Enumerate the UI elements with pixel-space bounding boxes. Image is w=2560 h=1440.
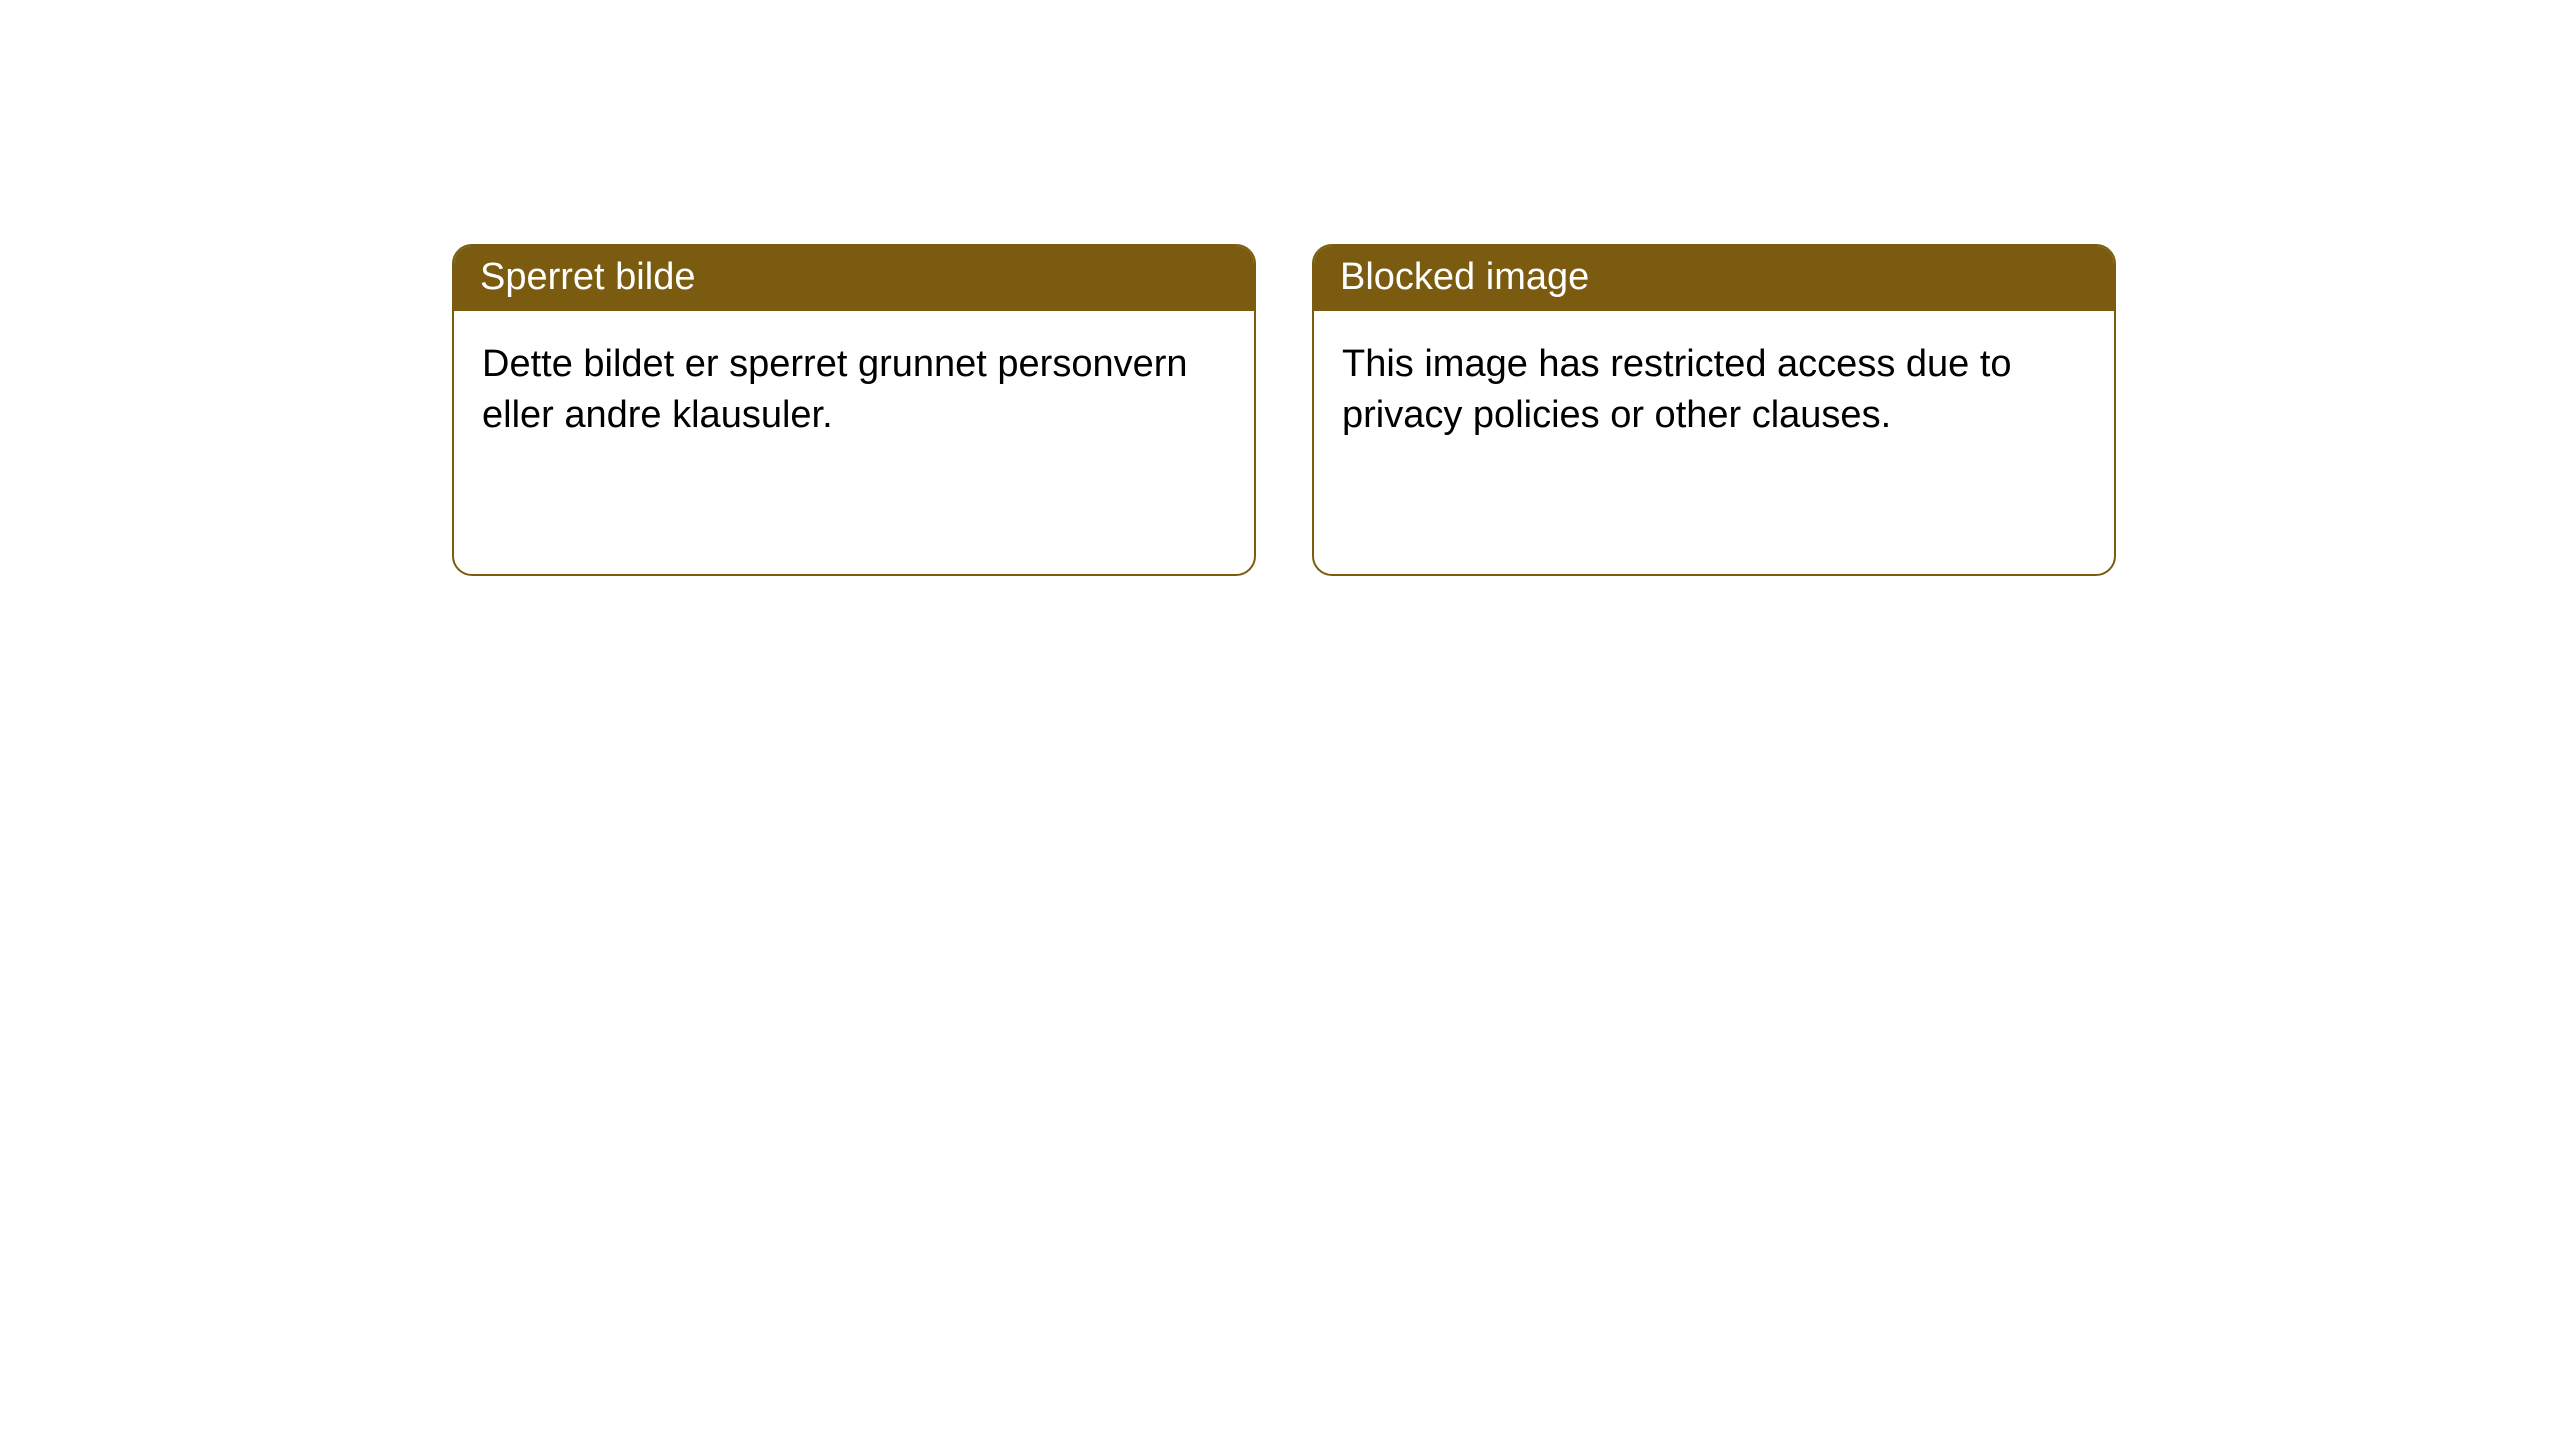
notice-body-en: This image has restricted access due to … <box>1314 311 2114 470</box>
notice-body-no: Dette bildet er sperret grunnet personve… <box>454 311 1254 470</box>
notice-header-en: Blocked image <box>1314 246 2114 311</box>
notice-card-no: Sperret bilde Dette bildet er sperret gr… <box>452 244 1256 576</box>
notice-container: Sperret bilde Dette bildet er sperret gr… <box>0 0 2560 576</box>
notice-header-no: Sperret bilde <box>454 246 1254 311</box>
notice-card-en: Blocked image This image has restricted … <box>1312 244 2116 576</box>
